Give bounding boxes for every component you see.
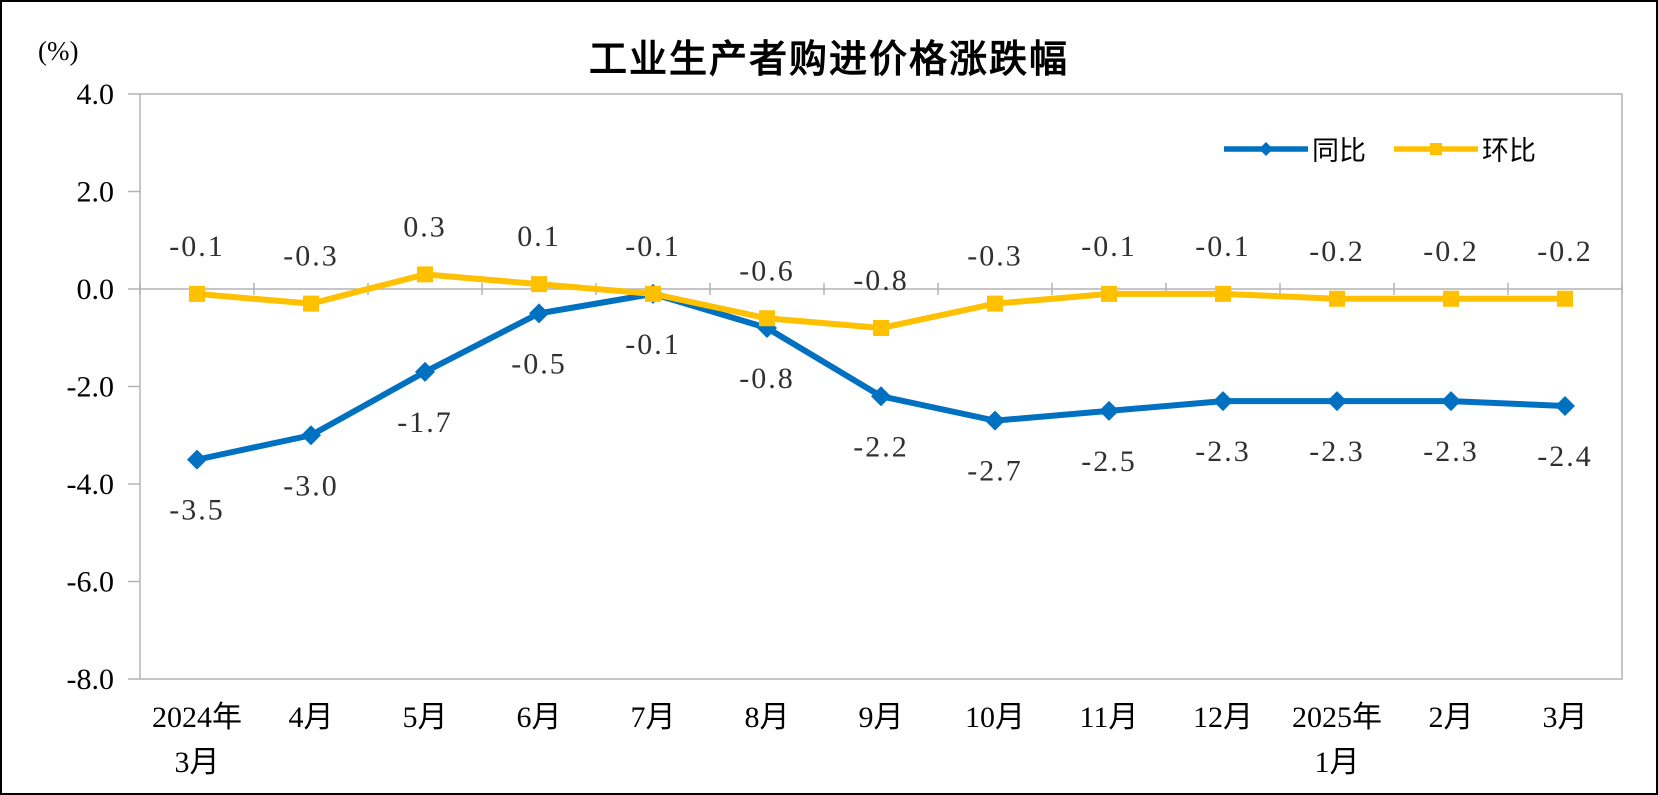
x-category-label: 8月 [745, 701, 790, 734]
x-category-label: 9月 [859, 701, 904, 734]
data-point-marker-同比 [871, 386, 891, 407]
legend-label-yoy: 同比 [1312, 136, 1366, 166]
data-label-同比: -2.2 [853, 430, 909, 463]
x-category-label: 3月 [1543, 701, 1588, 734]
data-point-marker-同比 [1099, 400, 1119, 421]
data-label-同比: -0.5 [511, 347, 567, 380]
data-label-环比: -0.2 [1423, 235, 1479, 268]
y-axis-tick-label: 0.0 [77, 273, 115, 306]
data-label-环比: 0.3 [403, 210, 447, 243]
chart-title: 工业生产者购进价格涨跌幅 [588, 39, 1069, 81]
x-category-label: 11月 [1080, 701, 1139, 734]
x-category-label: 12月 [1193, 701, 1253, 734]
y-axis-tick-label: 2.0 [77, 176, 115, 209]
data-label-同比: -3.5 [169, 494, 225, 527]
legend: 同比 环比 [1224, 129, 1536, 168]
data-label-同比: -2.7 [967, 455, 1023, 488]
data-label-环比: -0.3 [283, 240, 339, 273]
data-label-环比: 0.1 [517, 220, 561, 253]
data-point-marker-同比 [415, 361, 435, 382]
data-label-同比: -2.4 [1537, 440, 1593, 473]
data-label-同比: -0.1 [625, 328, 681, 361]
x-category-label: 1月 [1315, 746, 1360, 779]
data-point-marker-环比 [1329, 290, 1345, 307]
legend-item-yoy: 同比 [1224, 129, 1366, 168]
x-category-label: 2025年 [1292, 701, 1382, 734]
data-point-marker-同比 [301, 425, 321, 446]
y-axis-tick-label: -6.0 [67, 566, 115, 599]
data-point-marker-环比 [645, 285, 661, 302]
x-category-label: 2月 [1429, 701, 1474, 734]
data-label-环比: -0.3 [967, 240, 1023, 273]
data-point-marker-同比 [529, 303, 549, 324]
data-label-同比: -2.3 [1423, 435, 1479, 468]
legend-item-mom: 环比 [1394, 129, 1536, 168]
data-label-环比: -0.1 [625, 230, 681, 263]
data-point-marker-环比 [531, 276, 547, 293]
y-axis-tick-label: -4.0 [67, 468, 115, 501]
data-label-环比: -0.1 [1081, 230, 1137, 263]
yoy-line-diamond-icon [1224, 141, 1308, 156]
data-point-marker-同比 [1555, 396, 1575, 416]
x-category-label: 10月 [965, 701, 1025, 734]
data-label-同比: -2.3 [1195, 435, 1251, 468]
x-category-label: 4月 [289, 701, 334, 734]
data-label-环比: -0.2 [1309, 235, 1365, 268]
y-axis-unit-label: (%) [38, 36, 79, 66]
legend-label-mom: 环比 [1482, 136, 1536, 166]
data-label-同比: -2.5 [1081, 445, 1137, 478]
data-label-环比: -0.8 [853, 264, 909, 297]
data-point-marker-环比 [873, 320, 889, 336]
data-point-marker-环比 [1101, 285, 1117, 302]
data-label-环比: -0.1 [169, 230, 225, 263]
data-point-marker-同比 [187, 449, 207, 470]
data-point-marker-环比 [417, 266, 433, 283]
x-category-label: 5月 [403, 701, 448, 734]
data-label-同比: -2.3 [1309, 435, 1365, 468]
data-point-marker-环比 [1557, 290, 1573, 307]
x-category-label: 6月 [517, 701, 562, 734]
data-point-marker-环比 [189, 285, 205, 302]
data-label-环比: -0.2 [1537, 235, 1593, 268]
y-axis-tick-label: -2.0 [67, 371, 115, 404]
data-point-marker-同比 [1213, 391, 1233, 412]
mom-line-square-icon [1394, 142, 1478, 155]
data-label-同比: -0.8 [739, 362, 795, 395]
data-point-marker-环比 [1215, 285, 1231, 302]
data-point-marker-同比 [1441, 391, 1461, 412]
data-point-marker-同比 [985, 410, 1005, 431]
data-point-marker-环比 [303, 295, 319, 312]
x-category-label: 3月 [175, 746, 220, 779]
y-axis-tick-label: -8.0 [67, 663, 115, 696]
x-category-label: 2024年 [152, 701, 242, 734]
data-point-marker-环比 [759, 310, 775, 327]
data-label-同比: -3.0 [283, 469, 339, 502]
data-point-marker-环比 [987, 295, 1003, 312]
data-point-marker-环比 [1443, 290, 1459, 307]
y-axis-tick-label: 4.0 [77, 78, 115, 111]
data-point-marker-同比 [1327, 391, 1347, 412]
data-label-环比: -0.1 [1195, 230, 1251, 263]
data-label-环比: -0.6 [739, 254, 795, 287]
data-label-同比: -1.7 [397, 406, 453, 439]
x-category-label: 7月 [631, 701, 676, 734]
